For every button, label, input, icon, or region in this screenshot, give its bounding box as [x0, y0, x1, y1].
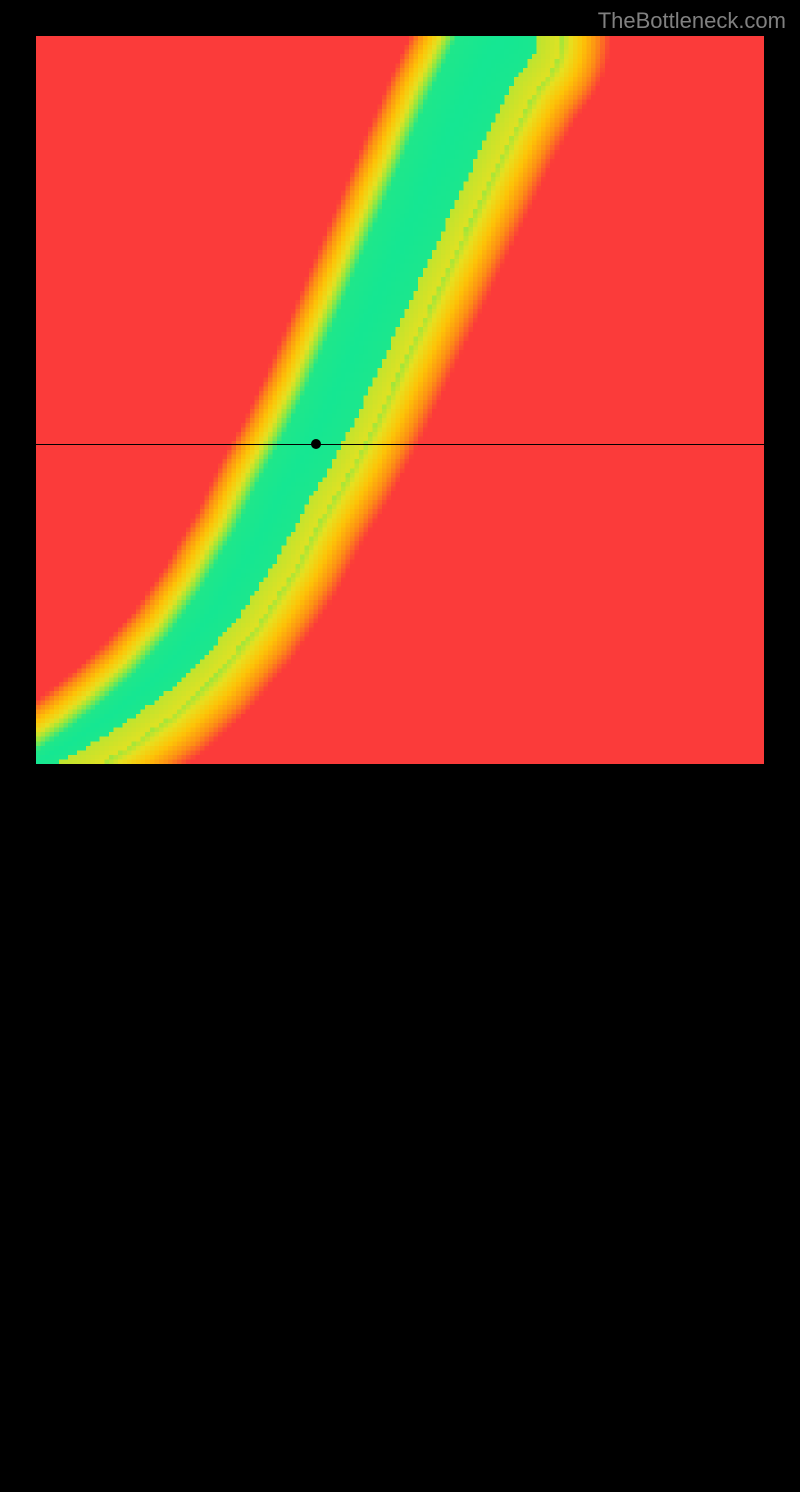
watermark-text: TheBottleneck.com: [598, 8, 786, 34]
crosshair-marker-dot: [311, 439, 321, 449]
heatmap-plot: [36, 36, 764, 764]
heatmap-canvas: [36, 36, 764, 764]
crosshair-vertical: [316, 764, 317, 1492]
crosshair-horizontal: [36, 444, 764, 445]
